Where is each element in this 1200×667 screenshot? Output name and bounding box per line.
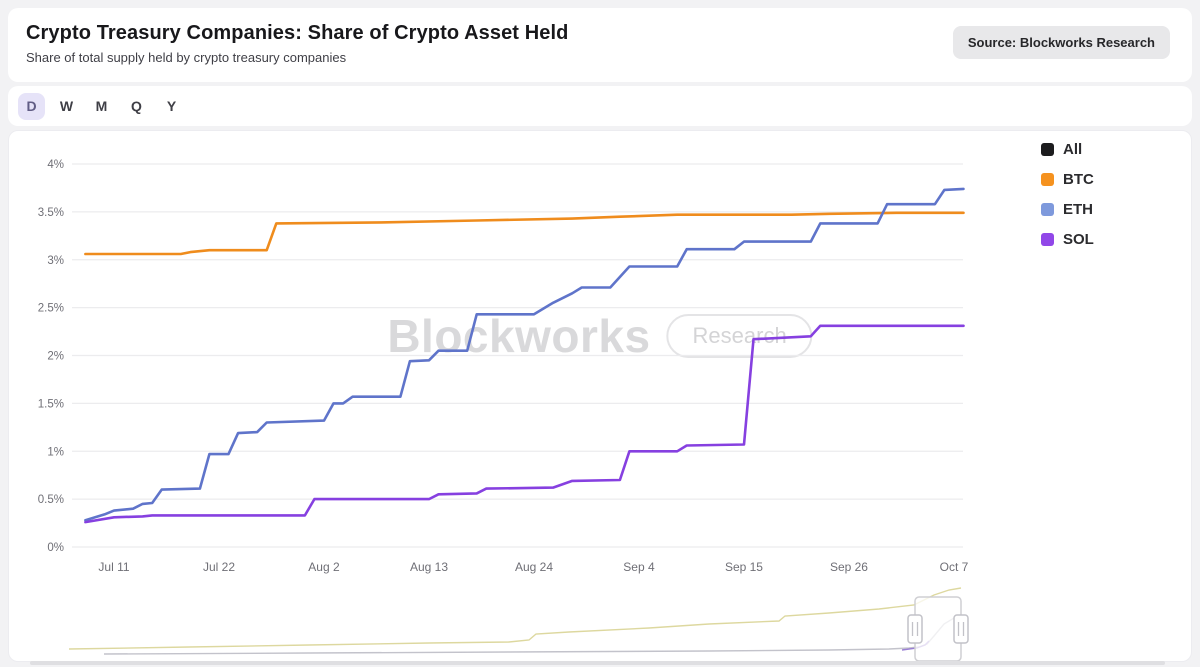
range-button-y[interactable]: Y bbox=[158, 93, 185, 120]
y-axis-tick-label: 0% bbox=[47, 542, 64, 554]
y-axis-tick-label: 1% bbox=[47, 446, 64, 458]
y-axis-tick-label: 4% bbox=[47, 159, 64, 171]
x-axis-tick-label: Sep 15 bbox=[725, 560, 763, 574]
x-axis-tick-label: Sep 26 bbox=[830, 560, 868, 574]
x-axis-tick-label: Jul 11 bbox=[98, 560, 129, 574]
x-axis-tick-label: Aug 24 bbox=[515, 560, 553, 574]
x-axis-tick-label: Jul 22 bbox=[203, 560, 235, 574]
legend-label: All bbox=[1063, 141, 1083, 158]
page-title: Crypto Treasury Companies: Share of Cryp… bbox=[26, 22, 569, 44]
range-button-q[interactable]: Q bbox=[123, 93, 150, 120]
y-axis-tick-label: 0.5% bbox=[38, 494, 64, 506]
x-axis-tick-label: Aug 2 bbox=[308, 560, 340, 574]
legend-swatch-eth bbox=[1041, 203, 1054, 216]
y-axis-tick-label: 1.5% bbox=[38, 398, 64, 410]
navigator-handle-right[interactable] bbox=[953, 614, 969, 644]
source-badge: Source: Blockworks Research bbox=[952, 26, 1170, 59]
legend-label: BTC bbox=[1063, 171, 1094, 188]
legend-swatch-all bbox=[1041, 143, 1054, 156]
x-axis-tick-label: Sep 4 bbox=[623, 560, 655, 574]
range-button-d[interactable]: D bbox=[18, 92, 45, 120]
chart-header: Crypto Treasury Companies: Share of Cryp… bbox=[8, 8, 1192, 82]
range-button-w[interactable]: W bbox=[53, 93, 80, 120]
y-axis-tick-label: 2% bbox=[47, 351, 64, 363]
legend-label: SOL bbox=[1063, 231, 1094, 248]
nav-line-yellow bbox=[68, 587, 962, 650]
range-button-m[interactable]: M bbox=[88, 93, 115, 120]
sol-line bbox=[84, 324, 965, 524]
eth-line bbox=[84, 187, 965, 522]
horizontal-scrollbar[interactable] bbox=[30, 661, 1165, 665]
chart-card: Blockworks Research 0% 0.5% 1% 1.5% 2% 2.5% 3%… bbox=[8, 130, 1192, 662]
nav-line-gray bbox=[103, 615, 962, 655]
legend-item-all[interactable]: All bbox=[1041, 141, 1094, 158]
y-axis-tick-label: 2.5% bbox=[38, 303, 64, 315]
legend-swatch-sol bbox=[1041, 233, 1054, 246]
navigator-handle-left[interactable] bbox=[907, 614, 923, 644]
y-axis-tick-label: 3% bbox=[47, 255, 64, 267]
legend-item-sol[interactable]: SOL bbox=[1041, 231, 1094, 248]
legend-item-eth[interactable]: ETH bbox=[1041, 201, 1094, 218]
chart-legend: All BTC ETH SOL bbox=[1041, 141, 1094, 248]
legend-item-btc[interactable]: BTC bbox=[1041, 171, 1094, 188]
legend-swatch-btc bbox=[1041, 173, 1054, 186]
page-subtitle: Share of total supply held by crypto tre… bbox=[26, 50, 347, 65]
legend-label: ETH bbox=[1063, 201, 1093, 218]
line-chart: 0% 0.5% 1% 1.5% 2% 2.5% 3% 3.5% 4% Jul 11 Jul 22 Au… bbox=[38, 159, 969, 661]
btc-line bbox=[84, 211, 965, 256]
x-axis-tick-label: Oct 7 bbox=[940, 560, 969, 574]
y-axis-tick-label: 3.5% bbox=[38, 207, 64, 219]
x-axis-tick-label: Aug 13 bbox=[410, 560, 448, 574]
